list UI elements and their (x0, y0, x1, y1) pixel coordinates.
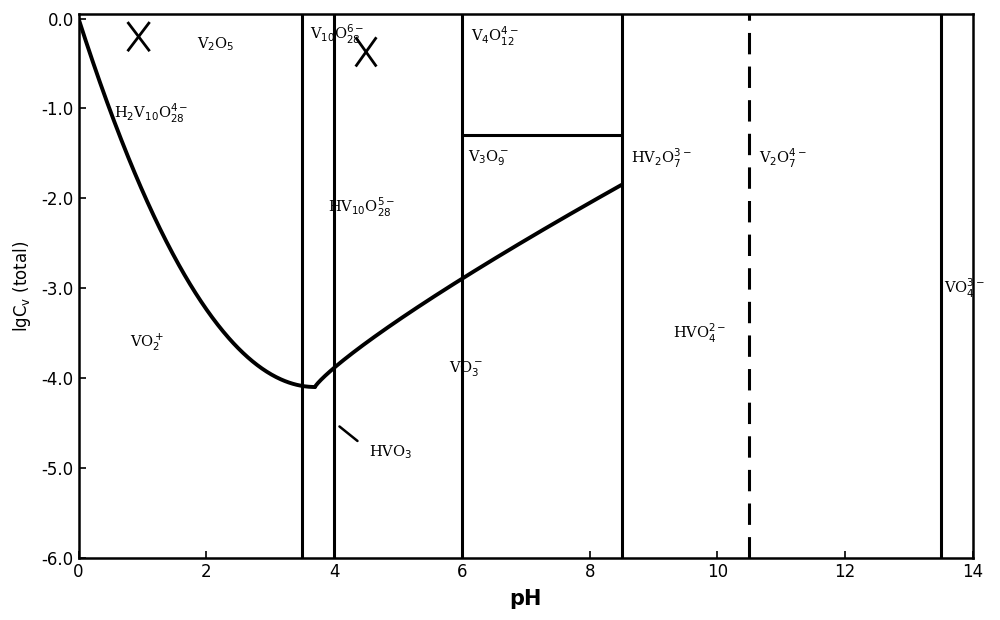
Text: VO$_3^-$: VO$_3^-$ (449, 359, 483, 379)
Text: V$_3$O$_9^-$: V$_3$O$_9^-$ (468, 148, 510, 167)
Text: HVO$_4^{2-}$: HVO$_4^{2-}$ (673, 322, 726, 345)
Y-axis label: lgC$_\mathregular{v}$ (total): lgC$_\mathregular{v}$ (total) (11, 241, 33, 332)
X-axis label: pH: pH (510, 589, 542, 609)
Text: HV$_{10}$O$_{28}^{5-}$: HV$_{10}$O$_{28}^{5-}$ (328, 196, 395, 219)
Text: V$_2$O$_7^{4-}$: V$_2$O$_7^{4-}$ (759, 146, 807, 169)
Text: V$_2$O$_5$: V$_2$O$_5$ (197, 35, 234, 53)
Text: HVO$_3$: HVO$_3$ (369, 443, 412, 461)
Text: VO$_4^{3-}$: VO$_4^{3-}$ (944, 277, 985, 300)
Text: V$_4$O$_{12}^{4-}$: V$_4$O$_{12}^{4-}$ (471, 25, 519, 48)
Text: V$_{10}$O$_{28}^{6-}$: V$_{10}$O$_{28}^{6-}$ (310, 23, 364, 46)
Text: HV$_2$O$_7^{3-}$: HV$_2$O$_7^{3-}$ (631, 146, 692, 169)
Text: VO$_2^+$: VO$_2^+$ (130, 331, 164, 353)
Text: H$_2$V$_{10}$O$_{28}^{4-}$: H$_2$V$_{10}$O$_{28}^{4-}$ (114, 102, 188, 125)
